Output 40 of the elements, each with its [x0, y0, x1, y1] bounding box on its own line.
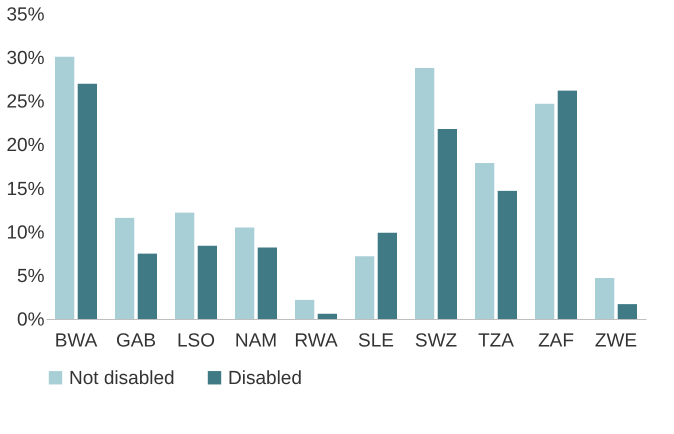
x-tick-label: GAB	[116, 330, 156, 352]
bar	[475, 163, 494, 319]
bar	[378, 232, 397, 319]
x-tick-label: ZWE	[594, 330, 638, 352]
x-tick-label: ZAF	[538, 330, 574, 352]
bar	[558, 90, 577, 319]
bar	[138, 254, 157, 319]
x-tick-label: BWA	[54, 330, 98, 352]
bar	[318, 314, 337, 319]
bar	[438, 129, 457, 319]
x-tick-label: LSO	[176, 330, 216, 352]
bar	[355, 256, 374, 319]
y-tick-label: 10%	[6, 222, 45, 244]
bar	[235, 228, 254, 319]
y-tick-label: 25%	[6, 92, 45, 113]
x-tick-label: NAM	[234, 330, 278, 352]
legend-label: Not disabled	[69, 368, 175, 389]
x-tick-label: SWZ	[414, 330, 458, 352]
bar	[115, 218, 134, 319]
bar	[175, 212, 194, 319]
bar	[498, 190, 517, 319]
bar	[198, 246, 217, 319]
y-tick-label: 15%	[6, 178, 45, 200]
bar	[295, 300, 314, 319]
bar	[618, 304, 637, 319]
y-tick-label: 5%	[17, 266, 45, 287]
y-tick-label: 35%	[6, 4, 45, 26]
bar	[78, 84, 97, 319]
bar	[415, 68, 434, 319]
y-tick-label: 20%	[6, 135, 45, 156]
x-tick-label: SLE	[358, 330, 394, 352]
bar	[258, 248, 277, 319]
y-tick-label: 0%	[17, 310, 45, 330]
x-tick-label: RWA	[294, 330, 338, 352]
bar	[55, 56, 74, 319]
bar	[595, 278, 614, 319]
x-tick-label: TZA	[478, 330, 514, 352]
y-tick-label: 30%	[6, 48, 45, 70]
legend-label: Disabled	[228, 368, 302, 389]
bar	[535, 104, 554, 319]
